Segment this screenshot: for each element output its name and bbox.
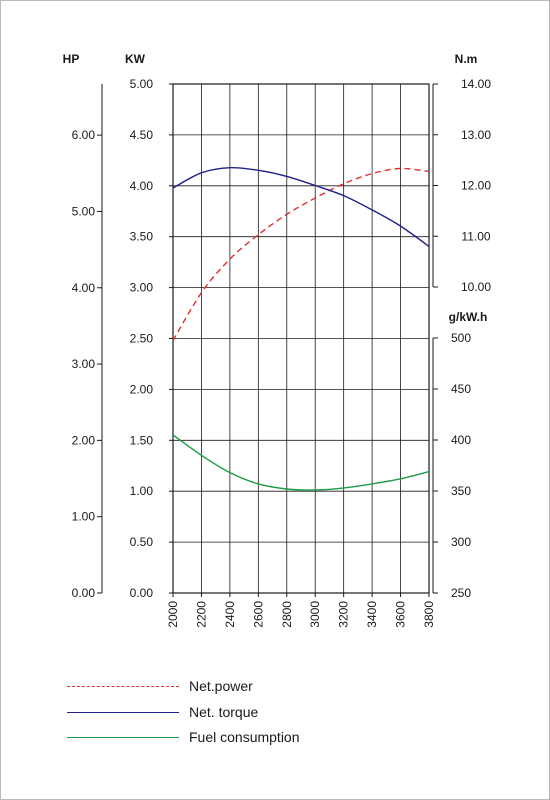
fuel-tick-label: 450 <box>451 382 471 396</box>
label-layer: 2000 2200 2400 2600 2800 3000 3200 3400 3600 3800… <box>63 52 492 628</box>
x-tick-label: 2800 <box>280 601 294 628</box>
legend-label-net-power: Net.power <box>189 678 253 694</box>
kw-tick-label: 4.50 <box>130 128 154 142</box>
hp-axis-label: HP <box>63 52 80 66</box>
series-line-net-power <box>172 167 430 341</box>
series-line-fuel-consumption <box>172 434 430 491</box>
series-layer <box>172 166 430 491</box>
hp-tick-label: 3.00 <box>72 357 96 371</box>
kw-tick-label: 4.00 <box>130 179 154 193</box>
x-tick-label: 2000 <box>166 601 180 628</box>
kw-tick-label: 2.00 <box>130 382 154 396</box>
torque-tick-label: 11.00 <box>461 229 490 243</box>
legend-item-net-power: Net.power <box>67 675 253 697</box>
torque-tick-label: 12.00 <box>461 179 491 193</box>
series-line-net-torque <box>172 166 430 247</box>
kw-tick-label: 5.00 <box>130 77 154 91</box>
grid-layer <box>172 83 430 594</box>
kw-tick-label: 0.00 <box>130 586 154 600</box>
torque-tick-label: 10.00 <box>461 280 491 294</box>
x-tick-label: 3400 <box>365 601 379 628</box>
kw-axis-label: KW <box>125 52 146 66</box>
legend-item-fuel-consumption: Fuel consumption <box>67 726 300 748</box>
x-tick-label: 3200 <box>337 601 351 628</box>
kw-tick-label: 3.50 <box>130 230 154 244</box>
axis-layer <box>97 83 438 597</box>
legend-swatch-fuel-consumption <box>67 736 179 738</box>
legend-label-net-torque: Net. torque <box>189 704 259 720</box>
kw-tick-label: 0.50 <box>130 535 154 549</box>
legend-swatch-net-power <box>67 685 179 687</box>
fuel-tick-label: 500 <box>451 331 471 345</box>
fuel-axis-label: g/kW.h <box>449 310 488 324</box>
x-tick-label: 3000 <box>308 601 322 628</box>
hp-tick-label: 1.00 <box>72 510 96 524</box>
hp-tick-label: 4.00 <box>72 281 96 295</box>
kw-tick-label: 1.50 <box>130 433 154 447</box>
legend-label-fuel-consumption: Fuel consumption <box>189 729 300 745</box>
legend-item-net-torque: Net. torque <box>67 701 258 723</box>
performance-chart: 2000 2200 2400 2600 2800 3000 3200 3400 3600 3800… <box>63 52 492 628</box>
fuel-tick-label: 250 <box>451 586 471 600</box>
x-tick-label: 2200 <box>194 601 208 628</box>
fuel-tick-label: 350 <box>451 484 471 498</box>
fuel-tick-label: 300 <box>451 535 471 549</box>
legend-swatch-net-torque <box>67 711 179 713</box>
hp-tick-label: 6.00 <box>72 128 96 142</box>
fuel-tick-label: 400 <box>451 433 471 447</box>
torque-tick-label: 13.00 <box>461 128 491 142</box>
x-tick-label: 2400 <box>223 601 237 628</box>
x-tick-label: 3600 <box>394 601 408 628</box>
hp-tick-label: 0.00 <box>72 586 96 600</box>
kw-tick-label: 3.00 <box>130 281 154 295</box>
kw-tick-label: 1.00 <box>130 484 154 498</box>
x-tick-label: 2600 <box>251 601 265 628</box>
hp-tick-label: 5.00 <box>72 204 96 218</box>
kw-tick-label: 2.50 <box>130 332 154 346</box>
torque-tick-label: 14.00 <box>461 77 491 91</box>
x-tick-label: 3800 <box>422 601 436 628</box>
torque-axis-label: N.m <box>455 52 478 66</box>
hp-tick-label: 2.00 <box>72 433 96 447</box>
